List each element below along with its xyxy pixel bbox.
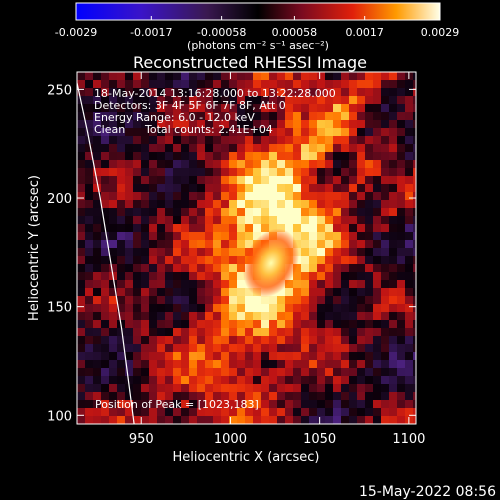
x-axis-label: Heliocentric X (arcsec) [173,450,320,465]
x-tick-label: 1100 [392,432,425,447]
colorbar-tick-label: -0.0029 [55,26,97,39]
clean-label: Clean [94,123,125,136]
colorbar-tick-label: -0.0017 [130,26,172,39]
axes: 950 1000 1050 1100 100 150 200 250 [47,72,425,447]
y-axis-label: Heliocentric Y (arcsec) [27,175,42,321]
total-counts-text: Total counts: 2.41E+04 [144,123,273,136]
energy-range-text: Energy Range: 6.0 - 12.0 keV [94,111,255,124]
y-tick-label: 250 [47,83,72,98]
flare-peak [242,228,300,298]
heatmap-image [77,72,416,424]
time-range-text: 18-May-2014 13:16:28.000 to 13:22:28.000 [94,87,336,100]
solar-limb-line [77,82,135,424]
x-tick-label: 950 [129,432,154,447]
colorbar-tick-label: 0.0017 [345,26,384,39]
x-tick-label: 1000 [214,432,247,447]
footer-date: 15-May-2022 08:56 [359,484,496,500]
peak-position-text: Position of Peak = [1023,183] [95,398,259,411]
detectors-text: Detectors: 3F 4F 5F 6F 7F 8F, Att 0 [94,99,286,112]
colorbar-tick-label: 0.0029 [421,26,460,39]
y-tick-label: 150 [47,301,72,316]
x-tick-label: 1050 [303,432,336,447]
y-tick-label: 200 [47,192,72,207]
colorbar-tick-label: -0.00058 [197,26,246,39]
colorbar-ticks: -0.0029 -0.0017 -0.00058 0.00058 0.0017 0.002… [55,16,459,39]
colorbar-tick-label: 0.00058 [272,26,318,39]
y-tick-label: 100 [47,409,72,424]
chart-title: Reconstructed RHESSI Image [133,53,367,72]
colorbar-units: (photons cm⁻² s⁻¹ asec⁻²) [187,39,329,52]
colorbar [75,2,441,21]
plot-frame [76,71,417,425]
